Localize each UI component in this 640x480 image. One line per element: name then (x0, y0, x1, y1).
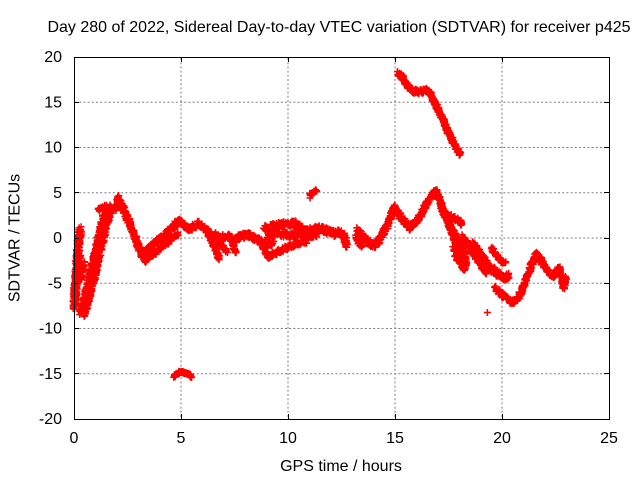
svg-text:15: 15 (386, 430, 404, 447)
svg-text:GPS time / hours: GPS time / hours (280, 458, 402, 475)
svg-text:5: 5 (53, 185, 62, 202)
svg-text:0: 0 (53, 230, 62, 247)
svg-text:5: 5 (177, 430, 186, 447)
svg-text:Day 280 of 2022, Sidereal Day-: Day 280 of 2022, Sidereal Day-to-day VTE… (47, 19, 630, 36)
svg-text:10: 10 (44, 140, 62, 157)
svg-text:-20: -20 (39, 411, 62, 428)
svg-text:20: 20 (44, 49, 62, 66)
svg-text:-10: -10 (39, 321, 62, 338)
svg-text:10: 10 (279, 430, 297, 447)
svg-text:25: 25 (600, 430, 618, 447)
svg-text:-5: -5 (48, 275, 62, 292)
svg-text:SDTVAR / TECUs: SDTVAR / TECUs (7, 174, 24, 302)
svg-text:15: 15 (44, 94, 62, 111)
svg-text:0: 0 (70, 430, 79, 447)
svg-text:20: 20 (493, 430, 511, 447)
svg-text:-15: -15 (39, 366, 62, 383)
